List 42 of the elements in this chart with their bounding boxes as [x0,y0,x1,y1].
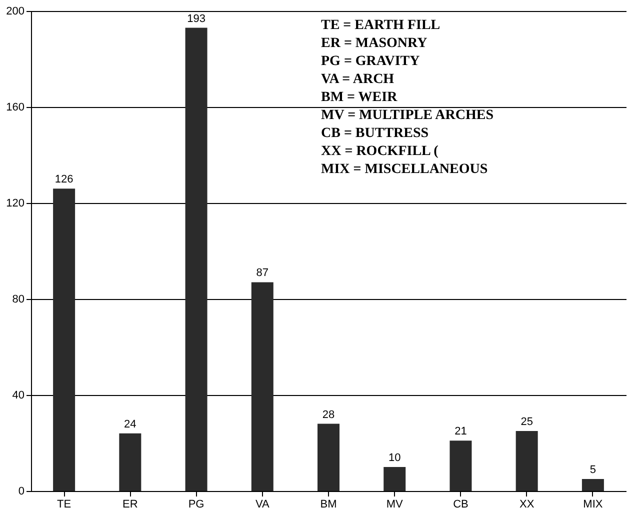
bar [516,431,538,491]
annotation: ER = MASONRY [321,36,428,51]
x-tick-label: CB [453,498,468,510]
annotation: PG = GRAVITY [321,54,420,69]
annotation: VA = ARCH [321,72,394,87]
data-label: 126 [54,174,74,186]
x-tick-label: ER [122,498,138,510]
x-tick-label: BM [320,498,337,510]
y-tick-label: 0 [18,486,24,498]
data-label: 28 [322,408,335,421]
bar [450,440,472,491]
x-tick-label: MIX [583,498,604,510]
annotation: CB = BUTTRESS [321,126,429,141]
data-label: 24 [124,418,136,430]
bar [185,28,208,491]
data-label: 87 [256,267,269,280]
y-tick-label: 200 [6,6,24,18]
bar [318,424,340,491]
data-label: 5 [590,464,596,476]
y-tick-label: 160 [6,102,24,114]
y-tick-label: 80 [12,294,24,306]
data-label: 10 [388,452,401,464]
x-tick-label: PG [188,498,204,510]
annotation: XX = ROCKFILL ( [321,144,439,159]
bar [251,282,274,491]
bar [119,433,142,491]
y-tick-label: 40 [12,390,24,402]
x-tick-label: TE [57,498,72,510]
bar [384,467,406,491]
x-tick-label: XX [519,498,535,510]
bar [53,188,76,491]
data-label: 25 [520,416,533,428]
data-label: 21 [454,426,467,438]
y-tick-label: 120 [6,198,24,210]
bar [582,479,604,491]
annotation: MV = MULTIPLE ARCHES [321,108,494,123]
annotation: BM = WEIR [321,90,398,105]
x-tick-label: MV [386,498,404,510]
annotation: MIX = MISCELLANEOUS [321,162,488,177]
data-label: 193 [187,12,206,25]
x-tick-label: VA [255,498,270,510]
annotation: TE = EARTH FILL [321,18,440,33]
